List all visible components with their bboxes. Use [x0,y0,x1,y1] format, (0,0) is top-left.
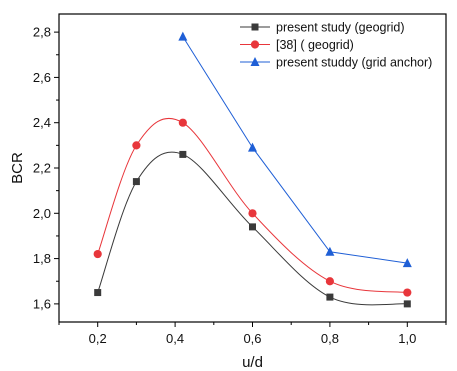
data-point [248,209,257,218]
series-layer [93,31,412,308]
y-tick-label: 2,6 [33,70,51,85]
data-point [179,150,187,158]
y-tick-label: 1,6 [33,296,51,311]
data-point [402,258,412,268]
legend-marker [250,40,260,49]
data-point [325,246,335,256]
x-tick-label: 0,6 [243,331,261,346]
x-tick-label: 0,2 [89,331,107,346]
data-point [94,289,102,297]
legend-item: present study (geogrid) [240,21,405,35]
legend-item: present studdy (grid anchor) [240,56,432,70]
series-line [97,151,408,306]
series-3 [178,31,412,268]
data-point [325,277,334,286]
chart-legend: present study (geogrid) [38] ( geogrid) pr… [240,21,432,70]
y-tick-label: 2,8 [33,25,51,40]
y-tick-label: 2,2 [33,161,51,176]
x-tick-label: 0,4 [166,331,184,346]
y-tick-label: 2,4 [33,115,51,130]
x-tick-label: 1,0 [398,331,416,346]
data-point [132,141,141,150]
data-point [249,223,256,231]
y-tick-label: 1,8 [33,251,51,266]
x-axis-title: u/d [242,354,263,371]
legend-item: [38] ( geogrid) [240,38,354,52]
x-tick-label: 0,8 [321,331,339,346]
legend-label: present studdy (grid anchor) [276,56,432,70]
data-point [178,118,187,127]
legend-label: [38] ( geogrid) [276,38,354,52]
data-point [326,293,334,301]
data-point [403,288,412,297]
data-point [403,300,411,308]
data-point [178,31,188,41]
series-1 [94,150,411,308]
y-axis-title: BCR [9,152,26,184]
data-point [132,178,140,186]
x-axis-ticks: 0,2 0,4 0,6 0,8 1,0 [58,322,447,346]
legend-marker [251,23,259,31]
series-2 [93,117,412,297]
data-point [248,142,257,152]
series-line [182,36,408,264]
y-axis-ticks: 1,6 1,8 2,0 2,2 2,4 2,6 2,8 [33,25,59,311]
legend-label: present study (geogrid) [276,21,405,35]
y-tick-label: 2,0 [33,206,51,221]
data-point [93,249,102,259]
legend-marker [250,57,260,66]
